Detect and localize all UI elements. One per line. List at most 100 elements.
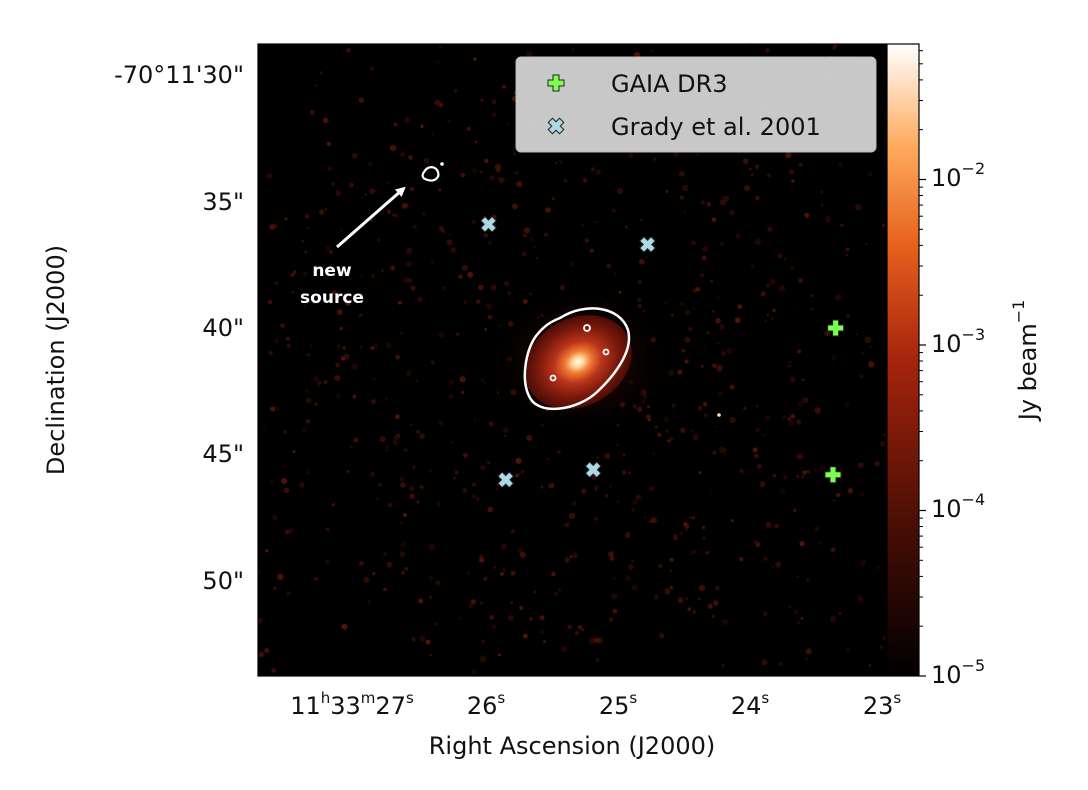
noise-speck bbox=[386, 209, 392, 215]
noise-speck bbox=[722, 618, 729, 626]
noise-speck bbox=[383, 552, 387, 556]
noise-speck bbox=[575, 631, 580, 635]
noise-speck bbox=[685, 529, 688, 532]
noise-speck bbox=[331, 182, 335, 186]
noise-speck bbox=[855, 333, 858, 336]
noise-speck bbox=[632, 498, 639, 505]
noise-speck bbox=[512, 203, 518, 210]
noise-speck bbox=[438, 332, 445, 338]
noise-speck bbox=[712, 363, 717, 369]
noise-speck bbox=[494, 163, 502, 170]
noise-speck bbox=[438, 45, 442, 49]
noise-speck bbox=[646, 414, 651, 420]
noise-speck bbox=[706, 202, 712, 207]
noise-speck bbox=[548, 482, 555, 489]
noise-speck bbox=[551, 571, 556, 577]
noise-speck bbox=[453, 88, 458, 93]
noise-speck bbox=[400, 482, 406, 488]
noise-speck bbox=[589, 248, 594, 253]
noise-speck bbox=[271, 668, 277, 673]
noise-speck bbox=[719, 199, 727, 206]
noise-speck bbox=[526, 51, 533, 58]
noise-speck bbox=[819, 542, 822, 546]
noise-speck bbox=[351, 152, 358, 159]
noise-speck bbox=[845, 253, 848, 257]
noise-speck bbox=[879, 645, 884, 649]
noise-speck bbox=[804, 657, 808, 661]
noise-speck bbox=[466, 571, 471, 575]
noise-speck bbox=[372, 343, 379, 349]
noise-speck bbox=[767, 226, 773, 232]
noise-speck bbox=[679, 531, 683, 536]
noise-speck bbox=[515, 473, 519, 478]
noise-speck bbox=[437, 502, 442, 507]
noise-speck bbox=[754, 238, 761, 245]
noise-speck bbox=[680, 427, 686, 433]
legend-marker-x bbox=[547, 117, 565, 135]
noise-speck bbox=[292, 450, 296, 453]
noise-speck bbox=[283, 430, 287, 434]
colorbar-label: Jy beam−1 bbox=[1009, 300, 1042, 423]
noise-speck bbox=[718, 391, 723, 397]
noise-speck bbox=[859, 374, 864, 379]
noise-speck bbox=[789, 360, 792, 364]
noise-speck bbox=[310, 344, 313, 348]
noise-speck bbox=[524, 227, 531, 234]
noise-speck bbox=[730, 518, 734, 522]
noise-speck bbox=[304, 389, 309, 393]
noise-speck bbox=[628, 471, 631, 474]
noise-speck bbox=[479, 557, 485, 563]
noise-speck bbox=[582, 178, 588, 183]
y-tick-label: 35" bbox=[202, 188, 244, 216]
noise-speck bbox=[691, 515, 696, 520]
noise-speck bbox=[859, 490, 865, 497]
noise-speck bbox=[336, 309, 343, 315]
noise-speck bbox=[364, 193, 367, 196]
noise-speck bbox=[312, 299, 318, 305]
noise-speck bbox=[406, 247, 413, 254]
colorbar-tick-labels: 10−2 10−3 10−4 10−5 bbox=[931, 159, 985, 689]
noise-speck bbox=[359, 346, 363, 349]
noise-speck bbox=[404, 566, 409, 571]
noise-speck bbox=[867, 172, 873, 177]
noise-speck bbox=[510, 601, 513, 604]
noise-speck bbox=[399, 551, 406, 558]
noise-speck bbox=[563, 179, 568, 183]
noise-speck bbox=[358, 97, 364, 103]
noise-speck bbox=[500, 572, 504, 576]
noise-speck bbox=[303, 303, 307, 307]
noise-speck bbox=[639, 258, 645, 265]
noise-speck bbox=[416, 500, 420, 504]
noise-speck bbox=[306, 226, 310, 230]
noise-speck bbox=[529, 292, 532, 296]
disk-contour-blob bbox=[602, 348, 610, 356]
noise-speck bbox=[690, 552, 693, 556]
noise-speck bbox=[806, 469, 810, 474]
noise-speck bbox=[800, 617, 804, 620]
noise-speck bbox=[546, 457, 549, 461]
noise-speck bbox=[787, 363, 792, 368]
noise-speck bbox=[409, 186, 415, 192]
noise-speck bbox=[710, 279, 714, 283]
noise-speck bbox=[504, 434, 507, 437]
noise-speck bbox=[438, 188, 442, 192]
noise-speck bbox=[558, 160, 563, 165]
noise-speck bbox=[405, 370, 412, 376]
noise-speck bbox=[645, 256, 648, 259]
noise-speck bbox=[272, 586, 277, 591]
noise-speck bbox=[334, 375, 341, 382]
noise-speck bbox=[759, 481, 766, 488]
faint-source-dot bbox=[717, 413, 721, 417]
noise-speck bbox=[760, 291, 766, 297]
noise-speck bbox=[305, 470, 310, 475]
noise-speck bbox=[609, 485, 612, 488]
noise-speck bbox=[335, 362, 341, 368]
noise-speck bbox=[429, 653, 432, 657]
noise-speck bbox=[420, 124, 424, 129]
noise-speck bbox=[302, 271, 308, 277]
noise-speck bbox=[412, 466, 416, 469]
noise-speck bbox=[765, 48, 770, 53]
noise-speck bbox=[258, 618, 263, 624]
noise-speck bbox=[304, 214, 310, 219]
noise-speck bbox=[363, 576, 370, 583]
